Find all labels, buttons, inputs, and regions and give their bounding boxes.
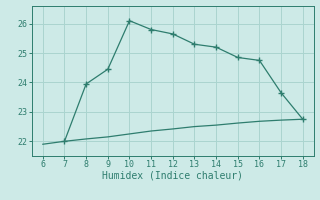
X-axis label: Humidex (Indice chaleur): Humidex (Indice chaleur) (102, 171, 243, 181)
